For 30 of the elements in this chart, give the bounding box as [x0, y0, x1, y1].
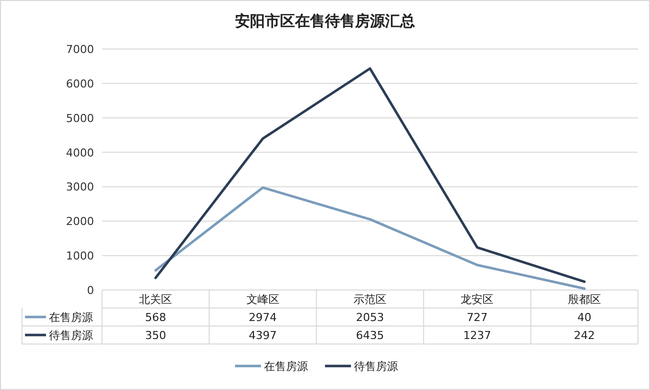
- text: 在售房源: [264, 360, 308, 373]
- data-label: 2053: [356, 311, 384, 324]
- x-tick-label: 北关区: [139, 293, 172, 306]
- data-label: 242: [574, 329, 595, 342]
- legend-label: 待售房源: [354, 360, 398, 373]
- data-label: 2974: [248, 311, 277, 324]
- legend-label: 在售房源: [49, 311, 93, 324]
- line-series: [154, 67, 586, 283]
- x-tick-label: 殷都区: [568, 293, 601, 306]
- data-label: 4397: [248, 329, 277, 342]
- x-tick-label: 示范区: [354, 293, 386, 306]
- text: 待售房源: [49, 329, 93, 342]
- y-tick-label: 3000: [66, 180, 94, 194]
- chart-title: 安阳市区在售待售房源汇总: [235, 12, 415, 30]
- y-tick-label: 7000: [66, 43, 94, 56]
- data-label: 40: [577, 311, 592, 324]
- y-tick-label: 5000: [66, 112, 94, 125]
- y-tick-label: 0: [87, 284, 94, 297]
- data-label: 1237: [463, 329, 492, 342]
- data-label: 6435: [356, 329, 384, 342]
- data-label: 727: [466, 311, 488, 324]
- y-tick-label: 1000: [66, 250, 94, 263]
- data-label: 350: [145, 329, 166, 342]
- y-tick-label: 6000: [66, 77, 94, 90]
- line-series: [154, 186, 586, 290]
- y-tick-label: 2000: [66, 215, 94, 228]
- y-tick-label: 4000: [66, 146, 94, 160]
- x-tick-label: 龙安区: [460, 293, 494, 306]
- x-tick-label: 文峰区: [246, 293, 280, 306]
- data-label: 568: [145, 311, 166, 324]
